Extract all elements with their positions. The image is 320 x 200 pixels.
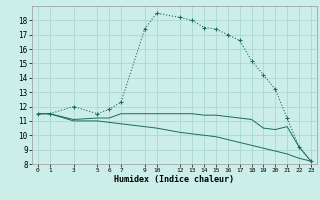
X-axis label: Humidex (Indice chaleur): Humidex (Indice chaleur) [115,175,234,184]
